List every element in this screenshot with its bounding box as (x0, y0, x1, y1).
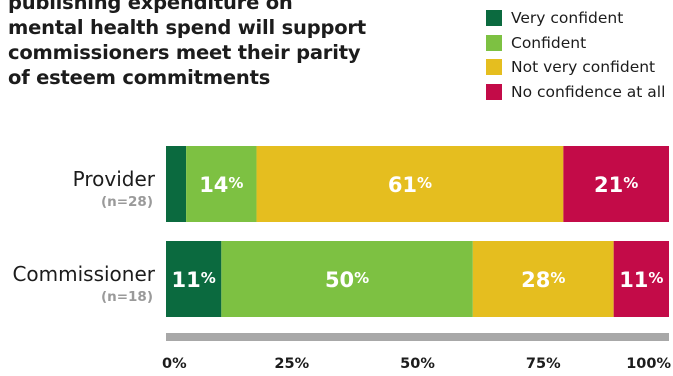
legend-item-not-very-confident: Not very confident (486, 55, 665, 80)
data-label: 14% (199, 173, 243, 197)
legend-swatch (486, 34, 502, 51)
bar-segment (166, 241, 222, 317)
legend-label: Confident (511, 33, 587, 52)
bar-segment (563, 146, 669, 222)
title-line: commissioners meet their parity (8, 41, 361, 64)
bar-segment (186, 146, 257, 222)
x-tick-label: 50% (400, 356, 435, 372)
x-axis-bar (166, 333, 669, 341)
bar-segment (221, 241, 473, 317)
category-label: Commissioner (12, 262, 155, 286)
legend-label: No confidence at all (511, 82, 666, 101)
legend-swatch (486, 59, 502, 76)
title-line: of esteem commitments (8, 66, 271, 89)
legend-swatch (486, 83, 502, 100)
data-label: 50% (325, 268, 369, 292)
data-label: 11% (172, 268, 216, 292)
legend: Very confident Confident Not very confid… (486, 6, 665, 104)
category-n-label: (n=28) (101, 194, 153, 210)
x-tick-label: 75% (526, 356, 561, 372)
legend-label: Not very confident (511, 58, 656, 77)
x-tick-label: 0% (162, 356, 187, 372)
category-n-label: (n=18) (101, 289, 153, 305)
bar-segment (166, 146, 187, 222)
data-label: 28% (521, 268, 565, 292)
x-tick-label: 100% (626, 356, 671, 372)
category-label: Provider (73, 167, 156, 191)
legend-item-confident: Confident (486, 31, 665, 56)
bar-segment (472, 241, 614, 317)
title-line: publishing expenditure on (8, 0, 293, 14)
legend-swatch (486, 10, 502, 27)
bar-segment (613, 241, 669, 317)
data-label: 11% (619, 268, 663, 292)
title-line: mental health spend will support (8, 16, 366, 39)
legend-item-no-confidence: No confidence at all (486, 80, 665, 105)
data-label: 61% (388, 173, 432, 197)
data-label: 21% (594, 173, 638, 197)
chart-title: publishing expenditure on mental health … (8, 0, 388, 90)
bar-segment (256, 146, 564, 222)
legend-item-very-confident: Very confident (486, 6, 665, 31)
legend-label: Very confident (511, 9, 624, 28)
x-tick-label: 25% (274, 356, 309, 372)
